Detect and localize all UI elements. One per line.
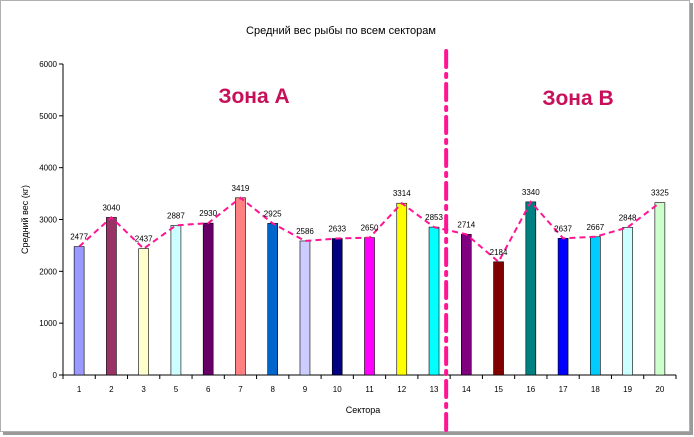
data-labels: 2477 3040 2437 2887 2930 3419 2925 2586 2633 2650… <box>70 184 669 257</box>
bar <box>202 222 214 376</box>
bar <box>460 234 472 376</box>
bar <box>364 237 375 376</box>
data-label: 2437 <box>135 235 153 244</box>
x-ticks: 1 2 3 5 6 7 8 9 10 11 12 13 14 15 16 17 18 19 20 <box>62 375 677 394</box>
bar <box>299 240 311 376</box>
x-tick-label: 5 <box>174 385 179 394</box>
y-ticks: 0 1000 2000 3000 4000 5000 6000 <box>39 60 63 380</box>
bar <box>654 202 666 376</box>
x-tick-label: 19 <box>623 385 632 394</box>
data-label: 2848 <box>619 213 637 222</box>
x-tick-label: 17 <box>559 385 568 394</box>
data-label: 2930 <box>199 209 217 218</box>
bar <box>428 226 440 376</box>
x-tick-label: 1 <box>77 385 82 394</box>
x-axis-label: Сектора <box>346 405 381 415</box>
data-label: 2633 <box>328 225 346 234</box>
x-tick-label: 11 <box>365 385 374 394</box>
data-label: 2853 <box>425 213 443 222</box>
x-tick-label: 12 <box>397 385 406 394</box>
bar <box>525 201 537 376</box>
x-tick-label: 8 <box>270 385 275 394</box>
y-tick-label: 4000 <box>39 164 57 173</box>
x-tick-label: 6 <box>206 385 211 394</box>
bar <box>557 238 569 376</box>
bar <box>331 238 343 376</box>
x-tick-label: 7 <box>238 385 243 394</box>
zone-labels: Зона А Зона В <box>218 85 613 110</box>
y-tick-label: 1000 <box>39 319 57 328</box>
bar <box>396 202 408 376</box>
data-label: 2714 <box>457 220 475 229</box>
zone-label: Зона В <box>542 87 613 110</box>
y-tick-label: 5000 <box>39 112 57 121</box>
data-label: 3040 <box>102 203 120 212</box>
bar <box>267 223 279 376</box>
x-tick-label: 18 <box>591 385 600 394</box>
zone-label: Зона А <box>218 85 289 108</box>
y-tick-label: 6000 <box>39 60 57 69</box>
y-tick-label: 2000 <box>39 267 57 276</box>
y-axis-label: Средний вес (кг) <box>20 185 30 254</box>
data-label: 2586 <box>296 227 314 236</box>
data-label: 2184 <box>490 248 508 257</box>
x-tick-label: 14 <box>462 385 471 394</box>
bar <box>138 248 149 376</box>
bar <box>590 236 601 376</box>
bar <box>493 261 504 376</box>
bars <box>73 197 666 376</box>
data-label: 2650 <box>361 224 379 233</box>
data-label: 2887 <box>167 211 185 220</box>
x-tick-label: 20 <box>655 385 664 394</box>
trend-line <box>78 196 661 264</box>
x-tick-label: 2 <box>109 385 114 394</box>
x-tick-label: 9 <box>303 385 308 394</box>
data-label: 3419 <box>232 184 250 193</box>
bar <box>73 246 85 376</box>
data-label: 2637 <box>554 224 572 233</box>
bar <box>235 197 246 376</box>
y-tick-label: 0 <box>53 371 58 380</box>
x-tick-label: 3 <box>141 385 146 394</box>
data-label: 2667 <box>586 223 604 232</box>
data-label: 2925 <box>264 209 282 218</box>
data-label: 3314 <box>393 189 411 198</box>
bar <box>622 227 633 376</box>
chart-title: Средний вес рыбы по всем секторам <box>246 25 436 37</box>
bar <box>106 217 117 376</box>
y-tick-label: 3000 <box>39 216 57 225</box>
trend-polyline <box>78 196 661 264</box>
x-tick-label: 10 <box>333 385 342 394</box>
data-label: 3325 <box>651 189 669 198</box>
data-label: 2477 <box>70 233 88 242</box>
x-tick-label: 16 <box>526 385 535 394</box>
x-tick-label: 15 <box>494 385 503 394</box>
bar <box>170 225 182 376</box>
x-tick-label: 13 <box>430 385 439 394</box>
data-label: 3340 <box>522 188 540 197</box>
